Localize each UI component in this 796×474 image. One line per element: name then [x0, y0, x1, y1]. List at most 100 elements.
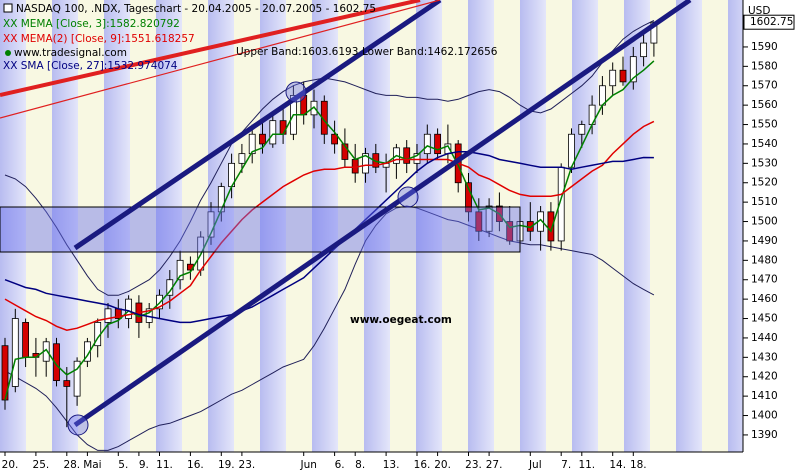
candle-body [176, 259, 184, 281]
y-tick-label: 1420 [751, 371, 778, 383]
x-axis-panel [0, 452, 743, 474]
plot-area [1, 20, 658, 451]
candle-body [362, 153, 369, 174]
candle-body [485, 205, 493, 232]
y-tick-label: 1550 [751, 119, 778, 131]
source-icon [5, 50, 11, 56]
background-stripe [442, 0, 468, 452]
candle-body [506, 221, 514, 242]
chart-title: NASDAQ 100, .NDX, Tageschart - 20.04.200… [16, 3, 376, 15]
candle-body [1, 345, 9, 401]
background-stripe [390, 0, 416, 452]
last-price-box [743, 14, 795, 30]
candle-body [609, 69, 617, 87]
candle-body [259, 133, 266, 145]
x-tick-label: 11. [578, 459, 595, 471]
band-label: Upper Band:1603.6193 [236, 46, 358, 58]
x-tick-label: 23. [465, 459, 482, 471]
candle-body [53, 343, 60, 382]
support-zone [0, 206, 521, 253]
legend-entry: XX MEMA(2) [Close, 9]:1551.618257 [3, 33, 195, 45]
background-stripe [182, 0, 208, 452]
y-tick-label: 1430 [751, 351, 778, 363]
x-tick-label: 16. [414, 459, 431, 471]
y-tick-label: 1460 [751, 293, 778, 305]
upper-band [4, 20, 655, 296]
y-tick-label: 1590 [751, 41, 778, 53]
x-tick-label: 8. [355, 459, 365, 471]
candle-body [640, 42, 647, 58]
source-label: www.tradesignal.com [14, 47, 127, 59]
band-label: Lower Band:1462.172656 [362, 46, 498, 58]
touch-circle [397, 186, 419, 208]
candle-body [547, 211, 555, 242]
y-axis-panel [743, 0, 796, 474]
x-tick-label: 7. [561, 459, 571, 471]
candle-body [63, 380, 71, 387]
x-tick-label: 19. [218, 459, 235, 471]
y-tick-label: 1410 [751, 390, 778, 402]
x-tick-label: 20. [434, 459, 451, 471]
candle-body [403, 147, 411, 164]
y-tick-label: 1500 [751, 216, 778, 228]
candle-body [331, 133, 339, 145]
x-tick-label: 28. [63, 459, 80, 471]
x-tick-label: Jun [299, 459, 316, 471]
background-stripe [728, 0, 743, 452]
y-tick-label: 1520 [751, 177, 778, 189]
candle-body [341, 143, 349, 160]
candle-body [125, 298, 132, 319]
y-tick-label: 1470 [751, 274, 778, 286]
background-stripe [598, 0, 624, 452]
x-tick-label: 18. [630, 459, 647, 471]
background-stripe [650, 0, 676, 452]
y-tick-label: 1490 [751, 235, 778, 247]
y-tick-label: 1560 [751, 99, 778, 111]
x-tick-label: 16. [187, 459, 204, 471]
background-stripe [364, 0, 390, 452]
y-tick-label: 1400 [751, 410, 778, 422]
annotations [0, 0, 692, 436]
candle-body [475, 211, 483, 232]
candle-body [578, 124, 586, 135]
y-tick-label: 1530 [751, 157, 778, 169]
red-trend-line [0, 0, 421, 97]
x-tick-label: 25. [33, 459, 50, 471]
y-tick-label: 1570 [751, 80, 778, 92]
x-tick-label: 14. [609, 459, 626, 471]
x-tick-label: 6. [335, 459, 345, 471]
y-tick-label: 1580 [751, 60, 778, 72]
candle-body [248, 133, 256, 155]
candle-body [104, 308, 112, 323]
candle-body [207, 211, 215, 238]
touch-circle [67, 414, 89, 436]
candle-body [217, 186, 225, 213]
x-tick-label: 9. [139, 459, 149, 471]
indicator-line [4, 150, 654, 324]
touch-circle [285, 81, 307, 103]
candle-body [22, 322, 30, 358]
trend-channel-upper [73, 0, 442, 251]
background-stripe [26, 0, 52, 452]
candle-body [73, 360, 81, 397]
x-tick-label: 20. [2, 459, 19, 471]
y-tick-label: 1390 [751, 429, 778, 441]
lower-band [4, 205, 655, 451]
legend-entry: XX MEMA [Close, 3]:1582.820792 [3, 18, 180, 30]
background-stripe [416, 0, 442, 452]
x-tick-label: 27. [486, 459, 503, 471]
background-stripe [286, 0, 312, 452]
candle-body [238, 153, 246, 164]
watermark: www.oegeat.com [350, 314, 452, 326]
candle-body [279, 120, 287, 135]
x-tick-label: Jul [528, 459, 542, 471]
y-tick-label: 1450 [751, 313, 778, 325]
last-price-label: 1602.75 [750, 16, 793, 28]
y-tick-label: 1540 [751, 138, 778, 150]
candle-body [423, 133, 431, 155]
legend-entry: XX SMA [Close, 27]:1532.974074 [3, 60, 178, 72]
candle-body [465, 182, 472, 213]
red-trend-line-thin [0, 0, 441, 119]
background-stripe [676, 0, 702, 452]
